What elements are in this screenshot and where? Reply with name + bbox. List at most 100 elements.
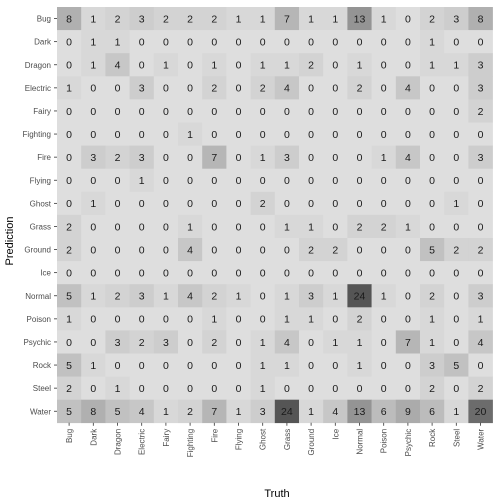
y-tick-label: Dragon [25, 61, 51, 70]
heatmap-cell-grass-normal [347, 214, 372, 239]
heatmap-cell-dragon-grass [274, 53, 300, 77]
cell-value-label: 0 [163, 152, 169, 164]
cell-value-label: 0 [405, 360, 411, 372]
cell-value-label: 1 [163, 406, 169, 418]
heatmap-cell-flying-psychic [395, 168, 421, 193]
heatmap-cell-dragon-steel [444, 53, 469, 77]
cell-value-label: 0 [453, 106, 459, 118]
heatmap-cell-dark-electric [129, 30, 155, 54]
heatmap-cell-rock-ice [323, 353, 348, 377]
cell-value-label: 0 [115, 198, 121, 210]
heatmap-cell-electric-steel [444, 76, 469, 100]
cell-value-label: 2 [478, 244, 484, 256]
heatmap-cell-fighting-fairy [153, 122, 179, 146]
heatmap-cell-normal-rock [420, 284, 445, 308]
heatmap-cell-ground-bug [57, 238, 82, 262]
heatmap-cell-normal-fairy [153, 284, 179, 308]
cell-value-label: 3 [478, 60, 484, 72]
cell-value-label: 3 [478, 291, 484, 303]
heatmap-cell-dark-fighting [178, 30, 203, 54]
cell-value-label: 0 [211, 383, 217, 395]
heatmap-cell-fairy-rock [420, 99, 445, 123]
heatmap-cell-grass-grass [274, 214, 300, 239]
heatmap-cell-electric-fighting [178, 76, 203, 100]
cell-value-label: 0 [90, 106, 96, 118]
cell-value-label: 3 [115, 337, 121, 349]
heatmap-cell-ground-fire [202, 238, 227, 262]
y-axis-ticks: Bug Dark Dragon Electric Fairy Fighting Fire Fl… [23, 15, 57, 416]
cell-value-label: 0 [90, 221, 96, 233]
heatmap-cell-steel-flying [226, 376, 251, 400]
cell-value-label: 1 [308, 13, 314, 25]
cell-value-label: 0 [405, 13, 411, 25]
heatmap-cell-normal-steel [444, 284, 469, 308]
heatmap-cell-water-electric [129, 399, 155, 424]
heatmap-cell-ghost-bug [57, 191, 82, 216]
heatmap-cell-water-fairy [153, 399, 179, 424]
heatmap-cell-bug-psychic [395, 7, 421, 31]
x-tick-label: Ice [331, 428, 340, 439]
heatmap-cell-fairy-steel [444, 99, 469, 123]
x-axis-ticks: Bug Dark Dragon Electric Fairy Fighting Fire Fl… [65, 422, 486, 457]
heatmap-cell-ground-ice [323, 238, 348, 262]
cell-value-label: 0 [357, 244, 363, 256]
y-tick-label: Ice [40, 269, 51, 278]
heatmap-cell-normal-water [468, 284, 493, 308]
cell-value-label: 0 [332, 175, 338, 187]
cell-value-label: 2 [429, 13, 435, 25]
heatmap-cell-ice-fire [202, 261, 227, 285]
cell-value-label: 0 [260, 267, 266, 279]
heatmap-cell-electric-water [468, 76, 493, 100]
cell-value-label: 0 [236, 60, 242, 72]
heatmap-cell-ice-normal [347, 261, 372, 285]
heatmap-cell-water-ice [323, 399, 348, 424]
cell-value-label: 3 [478, 83, 484, 95]
x-tick-label: Fairy [162, 429, 171, 447]
heatmap-cell-electric-flying [226, 76, 251, 100]
cell-value-label: 0 [429, 106, 435, 118]
heatmap-cell-fire-ground [299, 145, 324, 169]
cell-value-label: 0 [163, 267, 169, 279]
heatmap-cell-ice-dark [81, 261, 106, 285]
heatmap-cell-grass-fairy [153, 214, 179, 239]
cell-value-label: 0 [284, 198, 290, 210]
y-tick-label: Dark [34, 38, 52, 47]
cell-value-label: 0 [381, 36, 387, 48]
heatmap-cell-steel-bug [57, 376, 82, 400]
cell-value-label: 1 [115, 383, 121, 395]
heatmap-cell-electric-ghost [250, 76, 276, 100]
cell-value-label: 2 [478, 106, 484, 118]
cell-value-label: 0 [478, 198, 484, 210]
cell-value-label: 5 [66, 360, 72, 372]
cell-value-label: 0 [429, 152, 435, 164]
heatmap-cell-ground-flying [226, 238, 251, 262]
cell-value-label: 0 [163, 129, 169, 141]
cell-value-label: 1 [90, 13, 96, 25]
heatmap-cell-bug-dragon [105, 7, 130, 31]
cell-value-label: 0 [357, 383, 363, 395]
cell-value-label: 0 [381, 175, 387, 187]
heatmap-cell-grass-ghost [250, 214, 276, 239]
heatmap-cell-ground-water [468, 238, 493, 262]
heatmap-cell-fairy-dragon [105, 99, 130, 123]
cell-value-label: 2 [66, 383, 72, 395]
cell-value-label: 1 [260, 152, 266, 164]
heatmap-cell-dragon-ground [299, 53, 324, 77]
heatmap-cell-grass-steel [444, 214, 469, 239]
cell-value-label: 0 [187, 152, 193, 164]
cell-value-label: 3 [284, 152, 290, 164]
heatmap-cell-steel-grass [274, 376, 300, 400]
heatmap-cell-ghost-dragon [105, 191, 130, 216]
heatmap-cell-fairy-fighting [178, 99, 203, 123]
heatmap-cell-flying-steel [444, 168, 469, 193]
heatmap-cell-ghost-rock [420, 191, 445, 216]
heatmap-cell-rock-dark [81, 353, 106, 377]
heatmap-cell-flying-fairy [153, 168, 179, 193]
heatmap-cell-flying-ghost [250, 168, 276, 193]
cell-value-label: 8 [66, 13, 72, 25]
cell-value-label: 0 [284, 36, 290, 48]
heatmap-cell-steel-ice [323, 376, 348, 400]
cell-value-label: 5 [66, 291, 72, 303]
heatmap-cell-normal-bug [57, 284, 82, 308]
heatmap-cell-rock-electric [129, 353, 155, 377]
